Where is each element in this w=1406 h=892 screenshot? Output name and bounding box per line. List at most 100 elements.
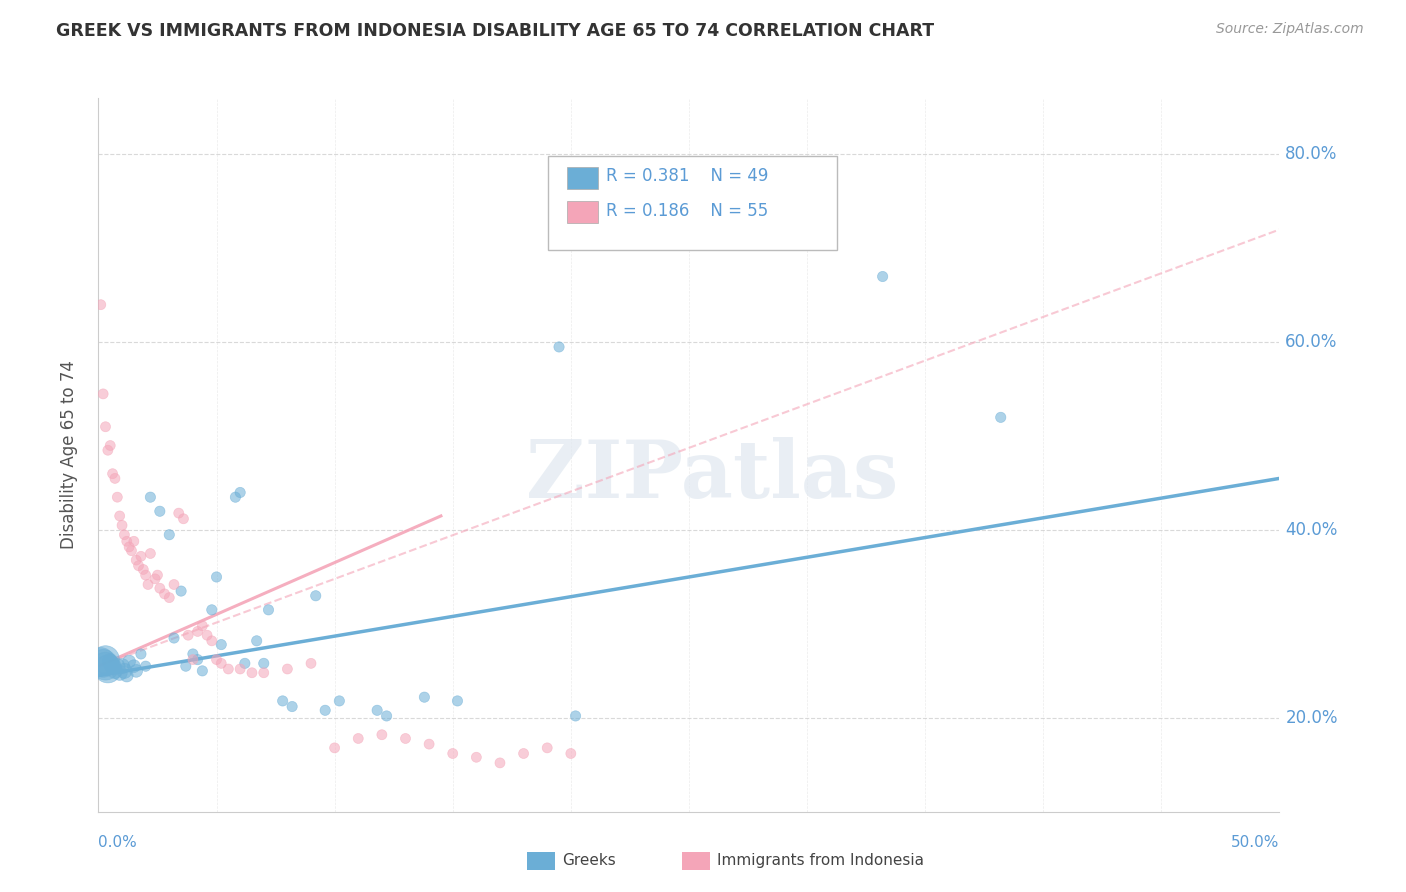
Point bbox=[257, 603, 280, 617]
Text: R = 0.381    N = 49: R = 0.381 N = 49 bbox=[606, 167, 768, 185]
Text: ZIPatlas: ZIPatlas bbox=[526, 437, 898, 516]
Point bbox=[91, 657, 114, 671]
Point bbox=[205, 652, 228, 666]
Point bbox=[446, 694, 468, 708]
Point bbox=[101, 467, 124, 481]
Point bbox=[217, 662, 239, 676]
Point bbox=[112, 527, 135, 541]
Point bbox=[139, 490, 162, 504]
Point bbox=[104, 471, 127, 485]
Point bbox=[201, 633, 224, 648]
Text: 20.0%: 20.0% bbox=[1285, 709, 1339, 727]
Text: 0.0%: 0.0% bbox=[98, 835, 138, 850]
Point bbox=[149, 504, 172, 518]
Point bbox=[135, 659, 157, 673]
Point bbox=[560, 747, 582, 761]
Point bbox=[167, 506, 190, 520]
Point bbox=[94, 419, 117, 434]
Point bbox=[146, 568, 169, 582]
Point bbox=[108, 508, 131, 523]
Text: 40.0%: 40.0% bbox=[1285, 521, 1337, 539]
Point bbox=[872, 269, 894, 284]
Point bbox=[125, 664, 148, 678]
Point bbox=[233, 657, 256, 671]
Point bbox=[129, 647, 152, 661]
Text: 50.0%: 50.0% bbox=[1232, 835, 1279, 850]
Point bbox=[181, 647, 204, 661]
Point bbox=[174, 659, 197, 673]
Point bbox=[136, 577, 159, 591]
Point bbox=[229, 662, 252, 676]
Point bbox=[187, 624, 209, 639]
Point bbox=[209, 657, 232, 671]
Point bbox=[101, 659, 124, 673]
Text: Greeks: Greeks bbox=[562, 854, 616, 868]
Point bbox=[98, 438, 121, 452]
Point bbox=[112, 664, 135, 678]
Point bbox=[305, 589, 328, 603]
Text: R = 0.186    N = 55: R = 0.186 N = 55 bbox=[606, 202, 768, 219]
Point bbox=[394, 731, 416, 746]
Point bbox=[465, 750, 488, 764]
Point bbox=[118, 655, 141, 669]
Point bbox=[375, 709, 398, 723]
Point bbox=[163, 631, 186, 645]
Point bbox=[129, 549, 152, 564]
Point bbox=[122, 659, 145, 673]
Point bbox=[97, 662, 120, 676]
Point bbox=[209, 638, 232, 652]
Point bbox=[323, 740, 346, 755]
Point bbox=[170, 584, 193, 599]
Point bbox=[205, 570, 228, 584]
Point bbox=[413, 690, 436, 705]
Point bbox=[191, 664, 214, 678]
Point bbox=[172, 512, 194, 526]
Point bbox=[253, 657, 276, 671]
Point bbox=[548, 340, 571, 354]
Point bbox=[512, 747, 534, 761]
Text: 60.0%: 60.0% bbox=[1285, 334, 1337, 351]
Point bbox=[105, 659, 128, 673]
Y-axis label: Disability Age 65 to 74: Disability Age 65 to 74 bbox=[59, 360, 77, 549]
Point bbox=[181, 652, 204, 666]
Point bbox=[441, 747, 464, 761]
Point bbox=[122, 534, 145, 549]
Point bbox=[489, 756, 512, 770]
Point bbox=[224, 490, 246, 504]
Point bbox=[187, 652, 209, 666]
Point bbox=[143, 572, 166, 586]
Text: Source: ZipAtlas.com: Source: ZipAtlas.com bbox=[1216, 22, 1364, 37]
Point bbox=[201, 603, 224, 617]
Point bbox=[191, 619, 214, 633]
Point bbox=[90, 298, 112, 312]
Point bbox=[366, 703, 388, 717]
Point bbox=[299, 657, 322, 671]
Point bbox=[328, 694, 350, 708]
Point bbox=[111, 518, 134, 533]
Point bbox=[229, 485, 252, 500]
Point bbox=[240, 665, 263, 680]
Point bbox=[90, 655, 112, 669]
Point bbox=[281, 699, 304, 714]
Point bbox=[157, 527, 180, 541]
Point bbox=[371, 728, 394, 742]
Point bbox=[98, 655, 121, 669]
Point bbox=[108, 665, 131, 680]
Point bbox=[118, 540, 141, 554]
Point bbox=[347, 731, 370, 746]
Point bbox=[314, 703, 336, 717]
Point bbox=[115, 534, 138, 549]
Point bbox=[105, 490, 128, 504]
Point bbox=[195, 628, 218, 642]
Point bbox=[135, 568, 157, 582]
Point bbox=[111, 659, 134, 673]
Point bbox=[91, 387, 114, 401]
Point bbox=[253, 665, 276, 680]
Text: 80.0%: 80.0% bbox=[1285, 145, 1337, 163]
Point bbox=[97, 443, 120, 458]
Point bbox=[125, 553, 148, 567]
Point bbox=[157, 591, 180, 605]
Point bbox=[990, 410, 1012, 425]
Point bbox=[271, 694, 294, 708]
Text: Immigrants from Indonesia: Immigrants from Indonesia bbox=[717, 854, 924, 868]
